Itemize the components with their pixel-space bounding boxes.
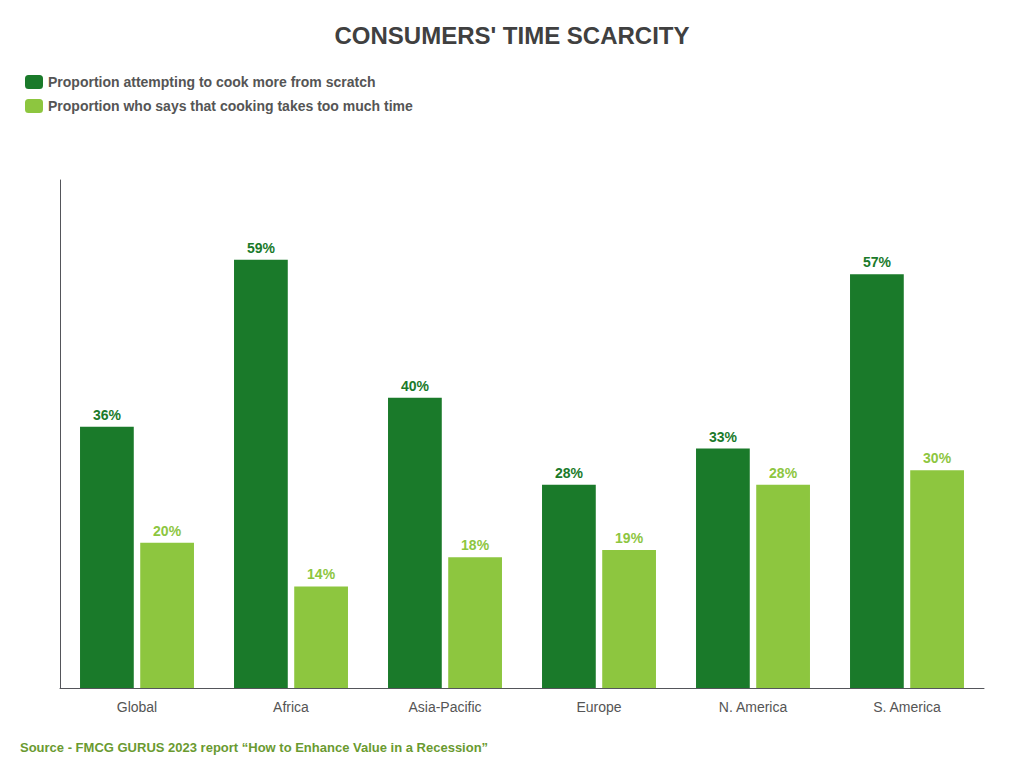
svg-text:40%: 40% bbox=[401, 378, 430, 394]
svg-text:14%: 14% bbox=[307, 566, 336, 582]
svg-text:Europe: Europe bbox=[576, 699, 621, 715]
svg-text:N. America: N. America bbox=[719, 699, 788, 715]
svg-text:30%: 30% bbox=[923, 450, 952, 466]
svg-text:18%: 18% bbox=[461, 537, 490, 553]
svg-text:Global: Global bbox=[117, 699, 157, 715]
svg-text:Proportion who says that cooki: Proportion who says that cooking takes t… bbox=[48, 98, 413, 114]
svg-text:33%: 33% bbox=[709, 429, 738, 445]
svg-text:20%: 20% bbox=[153, 523, 182, 539]
svg-text:Africa: Africa bbox=[273, 699, 309, 715]
svg-text:Asia-Pacific: Asia-Pacific bbox=[408, 699, 481, 715]
svg-text:S. America: S. America bbox=[873, 699, 941, 715]
svg-text:28%: 28% bbox=[769, 465, 798, 481]
svg-text:Proportion attempting to cook: Proportion attempting to cook more from … bbox=[48, 74, 375, 90]
svg-text:Source - FMCG GURUS 2023 repor: Source - FMCG GURUS 2023 report “How to … bbox=[20, 740, 488, 755]
svg-text:59%: 59% bbox=[247, 240, 276, 256]
svg-text:57%: 57% bbox=[863, 254, 892, 270]
svg-text:36%: 36% bbox=[93, 407, 122, 423]
svg-text:CONSUMERS' TIME SCARCITY: CONSUMERS' TIME SCARCITY bbox=[334, 22, 689, 49]
svg-text:28%: 28% bbox=[555, 465, 584, 481]
svg-text:19%: 19% bbox=[615, 530, 644, 546]
